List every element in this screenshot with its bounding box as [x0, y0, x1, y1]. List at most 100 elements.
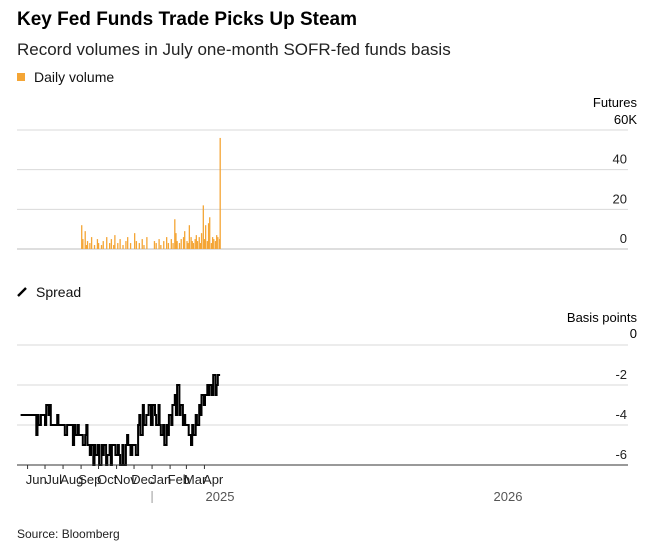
- volume-bar: [138, 243, 140, 249]
- volume-bar: [143, 245, 145, 249]
- legend-spread: Spread: [17, 284, 81, 300]
- volume-bar: [182, 237, 185, 249]
- volume-bar: [158, 239, 160, 249]
- volume-bar: [97, 243, 100, 249]
- spread-unit-label: Basis points: [566, 310, 637, 325]
- volume-bar: [108, 243, 111, 249]
- volume-bar: [117, 243, 119, 249]
- volume-bar: [191, 241, 193, 249]
- volume-bar: [198, 237, 200, 249]
- volume-bar: [203, 239, 206, 249]
- x-month-label: Aug: [60, 472, 83, 487]
- volume-bar: [96, 239, 99, 249]
- x-month-label: Jul: [45, 472, 62, 487]
- volume-bar: [192, 243, 195, 249]
- volume-y-tick-label: 0: [620, 231, 627, 246]
- spread-swatch: [17, 287, 27, 297]
- volume-bar: [129, 243, 132, 249]
- spread-y-tick-label: -4: [615, 407, 627, 422]
- volume-bar: [213, 239, 215, 249]
- x-month-label: Oct: [97, 472, 118, 487]
- volume-bar: [93, 245, 96, 249]
- volume-swatch: [17, 73, 25, 81]
- volume-bar: [113, 245, 115, 249]
- volume-bar: [100, 245, 103, 249]
- volume-bar: [82, 239, 84, 249]
- volume-bar: [174, 219, 176, 249]
- chart-title: Key Fed Funds Trade Picks Up Steam: [17, 9, 357, 30]
- x-month-label: Jan: [150, 472, 171, 487]
- source-note: Source: Bloomberg: [17, 527, 120, 541]
- x-month-label: Mar: [184, 472, 207, 487]
- legend-daily-volume: Daily volume: [17, 69, 114, 85]
- volume-bar: [187, 243, 189, 249]
- volume-bar: [186, 241, 188, 249]
- volume-bar: [167, 243, 170, 249]
- volume-bar: [172, 243, 174, 249]
- volume-bar: [166, 237, 168, 249]
- volume-bar: [89, 243, 91, 249]
- volume-bar: [190, 237, 192, 249]
- volume-bar: [110, 239, 113, 249]
- volume-bar: [146, 237, 148, 249]
- volume-bar: [219, 137, 221, 249]
- volume-bar: [127, 237, 129, 249]
- volume-bar: [176, 241, 178, 249]
- volume-bar: [200, 233, 203, 249]
- x-month-label: Feb: [168, 472, 190, 487]
- volume-bar: [114, 235, 116, 249]
- volume-bar: [81, 225, 83, 249]
- volume-bar: [84, 231, 86, 249]
- volume-bar: [196, 241, 199, 249]
- volume-bar: [214, 241, 217, 249]
- volume-bar: [119, 239, 121, 249]
- volume-bar: [170, 239, 172, 249]
- volume-bar: [216, 235, 218, 249]
- spread-top-tick: 0: [629, 326, 637, 341]
- volume-bar: [163, 241, 165, 249]
- volume-bar: [217, 237, 219, 249]
- volume-bar: [211, 237, 214, 249]
- volume-bar: [86, 241, 89, 249]
- spread-line: [20, 374, 221, 466]
- legend-daily-volume-label: Daily volume: [34, 69, 115, 85]
- volume-bar: [160, 245, 162, 249]
- volume-bar: [202, 205, 204, 249]
- volume-bar: [153, 241, 156, 249]
- volume-bar: [141, 239, 143, 249]
- x-month-label: Nov: [114, 472, 138, 487]
- volume-bar: [206, 241, 209, 249]
- spread-y-tick-label: -2: [615, 367, 627, 382]
- legend-spread-label: Spread: [36, 284, 82, 300]
- chart-subtitle: Record volumes in July one-month SOFR-fe…: [17, 40, 451, 59]
- x-month-label: Sep: [78, 472, 101, 487]
- volume-bar: [188, 225, 191, 249]
- volume-bar: [106, 237, 108, 249]
- volume-bar: [90, 237, 93, 249]
- x-year-label: 2025: [206, 489, 235, 504]
- volume-bar: [135, 241, 138, 249]
- x-year-label: 2026: [494, 489, 523, 504]
- volume-bar: [180, 239, 182, 249]
- volume-bar: [204, 225, 207, 249]
- volume-bar: [134, 233, 136, 249]
- x-month-label: Dec: [131, 472, 155, 487]
- volume-y-tick-label: 40: [613, 152, 627, 167]
- x-month-label: Jun: [26, 472, 47, 487]
- volume-bar: [122, 245, 124, 249]
- volume-bar: [178, 243, 181, 249]
- volume-top-tick: 60K: [613, 112, 637, 127]
- spread-y-tick-label: -6: [615, 447, 627, 462]
- volume-bar: [175, 233, 177, 249]
- volume-bar: [207, 223, 210, 249]
- volume-bar: [194, 239, 196, 249]
- volume-bar: [195, 235, 197, 249]
- volume-bar: [102, 241, 104, 249]
- volume-bar: [209, 217, 211, 249]
- volume-unit-label: Futures: [592, 95, 637, 110]
- volume-y-tick-label: 20: [613, 191, 627, 206]
- x-month-label: Apr: [203, 472, 224, 487]
- volume-bar: [210, 243, 213, 249]
- volume-bar: [155, 243, 157, 249]
